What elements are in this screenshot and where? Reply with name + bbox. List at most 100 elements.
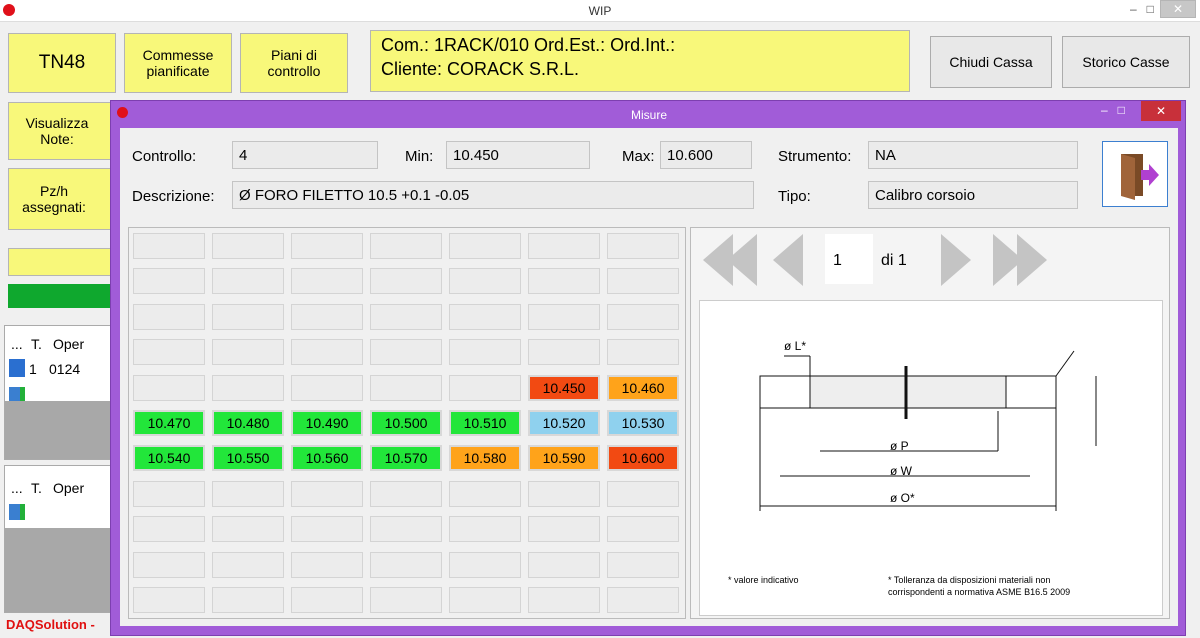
label: Max: [622, 148, 655, 165]
label: Min: [405, 148, 434, 165]
measure-cell [607, 268, 679, 295]
measure-cell [291, 233, 363, 259]
add-operator-icon[interactable] [9, 504, 25, 520]
measure-cell [528, 339, 600, 366]
label: Strumento: [778, 148, 852, 165]
measure-cell [370, 374, 442, 401]
window-title: WIP [588, 4, 612, 18]
dim-label: ø W [890, 464, 912, 478]
measure-cell [449, 516, 521, 543]
dialog-controls[interactable]: – □ [1101, 103, 1125, 117]
measure-cell [449, 303, 521, 330]
measure-cell [449, 233, 521, 259]
header: T. [31, 480, 42, 496]
measure-cell [370, 480, 442, 507]
header: Oper [53, 480, 85, 496]
measure-cell [370, 268, 442, 295]
measure-cell [212, 233, 284, 259]
box-history-button[interactable]: Storico Casse [1062, 36, 1190, 88]
measure-cell [291, 480, 363, 507]
field: Calibro corsoio [868, 181, 1078, 209]
notes-button[interactable]: Visualizza Note: [8, 102, 112, 160]
measure-cell [212, 339, 284, 366]
measure-cell: 10.510 [449, 410, 521, 436]
field: NA [868, 141, 1078, 169]
measure-cell [370, 339, 442, 366]
page-input[interactable]: 1 [825, 234, 873, 284]
measure-cell [133, 516, 205, 543]
measure-cell [212, 268, 284, 295]
planned-button[interactable]: Commesse pianificate [124, 33, 232, 93]
measure-cell [528, 480, 600, 507]
field: 10.450 [446, 141, 590, 169]
dialog-close[interactable]: ✕ [1141, 101, 1181, 121]
measure-cell [528, 587, 600, 613]
measure-cell [212, 374, 284, 401]
measure-cell [370, 551, 442, 578]
measure-cell: 10.470 [133, 410, 205, 436]
app-icon [3, 4, 15, 16]
progress-bar [8, 284, 112, 308]
measure-cell: 10.480 [212, 410, 284, 436]
footer: DAQSolution - [6, 617, 95, 632]
measure-cell [370, 587, 442, 613]
add-operator-icon[interactable] [9, 387, 25, 403]
close-box-button[interactable]: Chiudi Cassa [930, 36, 1052, 88]
measure-cell [133, 551, 205, 578]
measure-cell: 10.590 [528, 445, 600, 472]
measure-cell [528, 268, 600, 295]
header: ... [11, 336, 23, 352]
status-bar [8, 248, 112, 276]
measure-cell [370, 233, 442, 259]
title-bar: WIP – □ ✕ [0, 0, 1200, 22]
customer-line: Cliente: CORACK S.R.L. [381, 59, 580, 79]
field: 4 [232, 141, 378, 169]
dim-label: ø L* [784, 339, 807, 353]
measure-cell [291, 303, 363, 330]
measure-cell: 10.450 [528, 374, 600, 401]
measure-cell: 10.540 [133, 445, 205, 472]
header: Oper [53, 336, 85, 352]
measure-cell [607, 339, 679, 366]
plans-button[interactable]: Piani di controllo [240, 33, 348, 93]
pager-arrows[interactable] [691, 228, 1171, 290]
note: * valore indicativo [728, 575, 799, 585]
close-button[interactable]: ✕ [1160, 0, 1196, 18]
measure-cell: 10.580 [449, 445, 521, 472]
measure-cell [528, 233, 600, 259]
measure-cell [449, 587, 521, 613]
measure-cell: 10.530 [607, 410, 679, 436]
measure-cell [370, 516, 442, 543]
measure-cell [212, 551, 284, 578]
measure-cell [291, 374, 363, 401]
operator-icon [9, 359, 25, 377]
measure-cell [291, 551, 363, 578]
measure-cell [449, 480, 521, 507]
measure-cell [212, 587, 284, 613]
measure-cell: 10.490 [291, 410, 363, 436]
label: Descrizione: [132, 188, 215, 205]
measure-cell: 10.500 [370, 410, 442, 436]
measure-cell [212, 480, 284, 507]
measure-cell: 10.600 [607, 445, 679, 472]
window-controls[interactable]: – □ [1130, 2, 1154, 16]
exit-button[interactable] [1102, 141, 1168, 207]
measure-cell [607, 480, 679, 507]
measure-cell [528, 303, 600, 330]
machine-button[interactable]: TN48 [8, 33, 116, 93]
measure-cell [607, 516, 679, 543]
measure-cell [370, 303, 442, 330]
drawing-panel: 1 di 1 ø L* ø P ø W ø O* * valore indica… [690, 227, 1170, 619]
measure-cell [291, 268, 363, 295]
measure-cell [528, 551, 600, 578]
field: Ø FORO FILETTO 10.5 +0.1 -0.05 [232, 181, 754, 209]
measure-cell: 10.570 [370, 445, 442, 472]
pieces-button[interactable]: Pz/h assegnati: [8, 168, 112, 230]
measure-cell [449, 374, 521, 401]
empty-area [5, 528, 111, 612]
measure-grid: 10.450 10.460 10.470 10.480 10.490 10.500 10.5… [128, 227, 686, 619]
technical-drawing: ø L* ø P ø W ø O* * valore indicativo * … [699, 300, 1163, 616]
measure-cell [212, 303, 284, 330]
label: Tipo: [778, 188, 811, 205]
